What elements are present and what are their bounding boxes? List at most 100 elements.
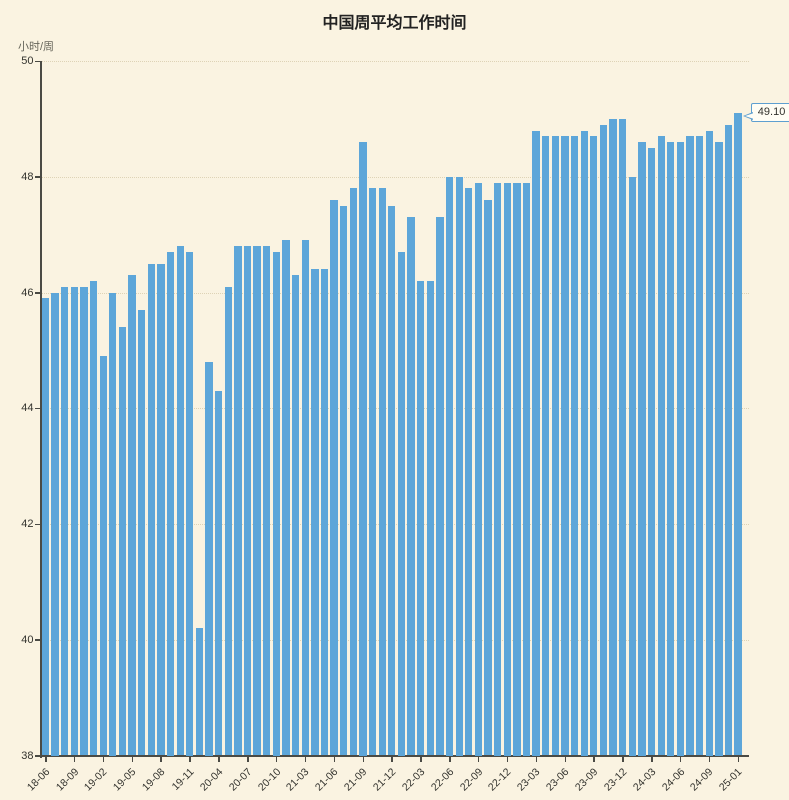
bar[interactable]: [676, 142, 685, 756]
bar[interactable]: [176, 246, 184, 756]
bar[interactable]: [359, 142, 367, 756]
bar[interactable]: [551, 136, 560, 756]
bar[interactable]: [205, 362, 213, 756]
bar[interactable]: [349, 188, 357, 756]
bar[interactable]: [41, 298, 50, 756]
bar[interactable]: [272, 252, 281, 756]
bar[interactable]: [445, 176, 454, 756]
bar[interactable]: [647, 147, 656, 756]
x-tick-label: 24-09: [688, 765, 716, 793]
bar[interactable]: [580, 130, 588, 756]
x-axis-tick: [45, 756, 47, 762]
bar[interactable]: [628, 176, 636, 756]
bar[interactable]: [667, 142, 675, 756]
x-tick-label: 21-09: [342, 765, 370, 793]
bar[interactable]: [70, 286, 79, 756]
y-tick-label: 46: [21, 286, 34, 299]
x-tick-label: 20-04: [197, 765, 226, 793]
bar[interactable]: [291, 275, 300, 756]
bar[interactable]: [311, 269, 319, 756]
x-axis-line: [39, 755, 749, 757]
bar[interactable]: [715, 142, 723, 756]
x-tick-label: 19-11: [169, 765, 197, 793]
y-axis-tick: [34, 639, 40, 641]
bar[interactable]: [138, 309, 146, 756]
bar[interactable]: [243, 246, 252, 756]
bar[interactable]: [157, 263, 165, 756]
bar[interactable]: [532, 130, 540, 756]
bar[interactable]: [186, 252, 194, 756]
bar[interactable]: [686, 136, 694, 756]
page-title: 中国周平均工作时间: [322, 15, 467, 32]
bar[interactable]: [484, 199, 492, 756]
y-axis-line: [39, 61, 42, 758]
bar[interactable]: [61, 286, 69, 756]
bar[interactable]: [128, 275, 136, 756]
bar[interactable]: [657, 136, 665, 756]
bar[interactable]: [397, 252, 406, 756]
bar[interactable]: [734, 113, 742, 756]
bar[interactable]: [388, 205, 396, 756]
x-tick-label: 22-03: [399, 765, 428, 793]
x-tick-label: 22-09: [457, 765, 485, 793]
x-axis-tick: [362, 756, 364, 762]
bar[interactable]: [542, 136, 550, 756]
y-axis-tick: [34, 755, 40, 757]
bar[interactable]: [590, 136, 598, 756]
bar[interactable]: [417, 280, 425, 756]
bar[interactable]: [282, 240, 290, 756]
x-axis-tick: [131, 756, 134, 762]
bar[interactable]: [503, 182, 511, 756]
bar[interactable]: [118, 327, 127, 756]
bar[interactable]: [301, 240, 309, 756]
bar[interactable]: [89, 280, 98, 756]
x-tick-label: 19-05: [111, 765, 139, 793]
bar[interactable]: [330, 199, 338, 756]
bar[interactable]: [234, 246, 242, 756]
bar[interactable]: [368, 188, 377, 756]
bar[interactable]: [474, 182, 483, 756]
bar[interactable]: [436, 217, 444, 756]
bar[interactable]: [80, 286, 88, 756]
bar[interactable]: [513, 182, 521, 756]
value-callout-text: 49.10: [757, 106, 786, 119]
bar[interactable]: [99, 356, 107, 756]
bar[interactable]: [109, 292, 117, 756]
x-axis-tick: [333, 756, 336, 762]
bar[interactable]: [426, 280, 434, 756]
x-tick-label: 22-06: [428, 765, 456, 793]
x-tick-label: 22-12: [486, 765, 514, 793]
x-tick-label: 24-03: [630, 765, 659, 793]
bar[interactable]: [465, 188, 473, 756]
bar[interactable]: [455, 176, 463, 756]
bar[interactable]: [705, 130, 713, 756]
bar[interactable]: [407, 217, 415, 756]
bar[interactable]: [195, 628, 204, 756]
bar[interactable]: [619, 118, 627, 756]
x-tick-label: 25-01: [717, 765, 745, 793]
bar[interactable]: [253, 246, 261, 756]
x-tick-label: 24-06: [659, 765, 687, 793]
bar[interactable]: [378, 188, 386, 756]
bar[interactable]: [638, 142, 646, 756]
bar[interactable]: [493, 182, 502, 756]
bar[interactable]: [599, 124, 608, 756]
bar[interactable]: [561, 136, 569, 756]
bar[interactable]: [320, 269, 329, 756]
grid-line: [40, 61, 749, 62]
x-tick-label: 18-06: [24, 765, 52, 793]
bar[interactable]: [340, 205, 348, 756]
bar[interactable]: [570, 136, 579, 756]
bar[interactable]: [696, 136, 704, 756]
bar[interactable]: [166, 252, 175, 756]
bar[interactable]: [263, 246, 271, 756]
bar[interactable]: [224, 286, 232, 756]
bar[interactable]: [51, 292, 59, 756]
bar[interactable]: [609, 118, 617, 756]
bar[interactable]: [522, 182, 531, 756]
x-axis-tick: [218, 756, 220, 762]
bar[interactable]: [147, 263, 155, 756]
bar[interactable]: [724, 124, 733, 756]
bar[interactable]: [215, 390, 223, 756]
x-axis-tick: [564, 756, 566, 762]
